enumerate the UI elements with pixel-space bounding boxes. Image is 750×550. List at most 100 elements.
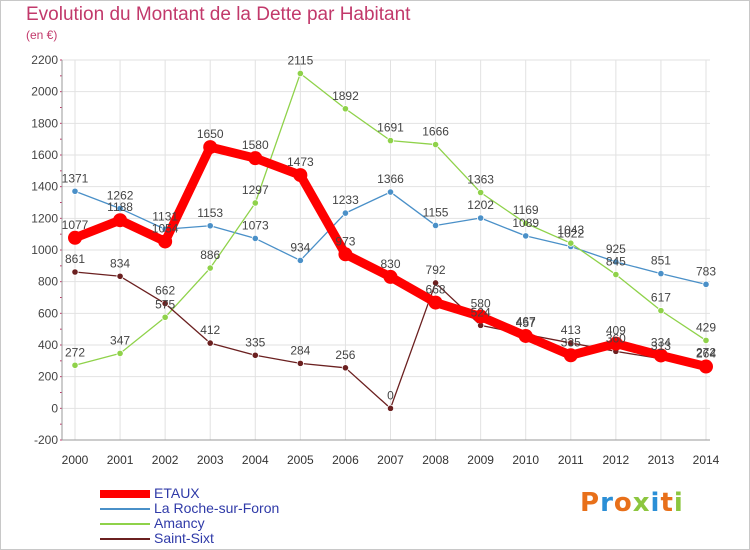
- data-label-3: 861: [65, 252, 85, 266]
- legend-label-saint-sixt: Saint-Sixt: [154, 530, 214, 546]
- legend-swatch-la-roche: [100, 507, 150, 510]
- chart-title: Evolution du Montant de la Dette par Hab…: [26, 4, 411, 25]
- series-point-2: [341, 105, 350, 113]
- data-label-3: 413: [561, 323, 581, 337]
- data-label-3: 662: [155, 284, 175, 298]
- data-label-0: 668: [426, 283, 446, 297]
- data-label-2: 429: [696, 320, 716, 334]
- x-tick-label: 2003: [197, 453, 224, 467]
- series-point-1: [477, 214, 485, 222]
- data-label-3: 0: [387, 388, 394, 402]
- legend-label-la-roche: La Roche-sur-Foron: [154, 500, 280, 516]
- series-point-3: [431, 279, 440, 287]
- series-point-2: [657, 307, 665, 315]
- data-label-0: 1650: [197, 127, 224, 141]
- data-label-3: 335: [245, 335, 265, 349]
- y-tick-label: -200: [34, 433, 58, 447]
- series-point-0: [383, 269, 398, 284]
- series-point-2: [431, 140, 440, 149]
- data-label-0: 335: [561, 335, 581, 349]
- x-tick-label: 2001: [107, 453, 134, 467]
- x-tick-label: 2000: [62, 453, 89, 467]
- series-point-0: [293, 168, 308, 183]
- data-label-1: 851: [651, 254, 671, 268]
- data-label-2: 347: [110, 333, 130, 347]
- data-label-1: 1022: [557, 227, 584, 241]
- data-label-3: 467: [516, 314, 536, 328]
- series-point-3: [71, 268, 79, 276]
- chart-subtitle: (en €): [26, 28, 58, 42]
- series-point-0: [68, 230, 82, 245]
- data-label-2: 1666: [422, 125, 449, 139]
- series-point-2: [296, 69, 304, 78]
- legend-swatch-amancy: [100, 522, 150, 525]
- x-tick-label: 2010: [512, 453, 539, 467]
- y-tick-label: 1000: [31, 243, 58, 257]
- data-label-3: 360: [606, 331, 626, 345]
- legend-item-saint-sixt: Saint-Sixt: [100, 531, 279, 546]
- data-label-3: 834: [110, 256, 130, 270]
- data-label-1: 934: [290, 240, 310, 254]
- data-label-1: 1233: [332, 193, 359, 207]
- y-tick-label: 0: [51, 401, 58, 415]
- y-tick-label: 200: [38, 370, 58, 384]
- series-point-0: [338, 247, 353, 262]
- series-point-1: [251, 234, 259, 243]
- series-point-1: [522, 232, 530, 240]
- data-label-0: 409: [606, 324, 626, 338]
- legend-swatch-saint-sixt: [100, 537, 150, 540]
- data-label-2: 1691: [377, 121, 404, 135]
- data-label-2: 1363: [467, 173, 494, 187]
- data-label-2: 1297: [242, 183, 269, 197]
- x-tick-label: 2009: [467, 453, 494, 467]
- data-label-1: 1131: [152, 209, 178, 223]
- series-point-0: [248, 151, 263, 166]
- y-tick-label: 400: [38, 338, 58, 352]
- series-point-0: [203, 140, 218, 155]
- legend-swatch-etaux: [100, 489, 150, 498]
- series-point-0: [518, 328, 533, 343]
- y-tick-label: 1600: [31, 148, 58, 162]
- data-label-3: 272: [696, 345, 716, 359]
- legend-item-amancy: Amancy: [100, 516, 279, 531]
- data-label-1: 1371: [62, 171, 89, 185]
- series-point-0: [608, 336, 623, 351]
- series-point-1: [702, 280, 710, 288]
- series-point-1: [341, 209, 350, 217]
- series-point-0: [473, 309, 488, 324]
- data-label-1: 1073: [242, 218, 269, 232]
- y-tick-label: 2200: [31, 53, 58, 67]
- data-label-0: 334: [651, 335, 671, 349]
- series-point-1: [657, 269, 665, 278]
- series-point-2: [612, 270, 620, 279]
- series-point-2: [477, 188, 485, 197]
- series-point-2: [386, 136, 395, 145]
- x-tick-label: 2008: [422, 453, 449, 467]
- y-tick-label: 1200: [31, 211, 58, 225]
- series-point-1: [296, 256, 304, 265]
- data-label-2: 575: [155, 297, 175, 311]
- data-label-1: 925: [606, 242, 626, 256]
- data-label-0: 830: [380, 257, 400, 271]
- x-tick-label: 2007: [377, 453, 404, 467]
- data-label-0: 1054: [152, 221, 179, 235]
- data-label-2: 617: [651, 291, 671, 305]
- series-point-0: [699, 359, 713, 374]
- series-point-1: [71, 187, 79, 195]
- series-point-2: [522, 219, 530, 227]
- series-point-3: [386, 404, 395, 412]
- series-point-1: [116, 204, 124, 213]
- series-point-3: [341, 364, 350, 372]
- x-tick-label: 2013: [648, 453, 675, 467]
- series-point-3: [251, 351, 259, 359]
- data-label-2: 886: [200, 248, 220, 262]
- data-label-0: 1077: [62, 218, 89, 232]
- series-point-2: [206, 264, 214, 272]
- data-label-1: 1262: [107, 189, 134, 203]
- data-label-2: 845: [606, 255, 626, 269]
- series-point-3: [116, 272, 124, 280]
- series-point-1: [386, 188, 395, 196]
- series-point-0: [113, 213, 128, 228]
- data-label-3: 792: [426, 263, 446, 277]
